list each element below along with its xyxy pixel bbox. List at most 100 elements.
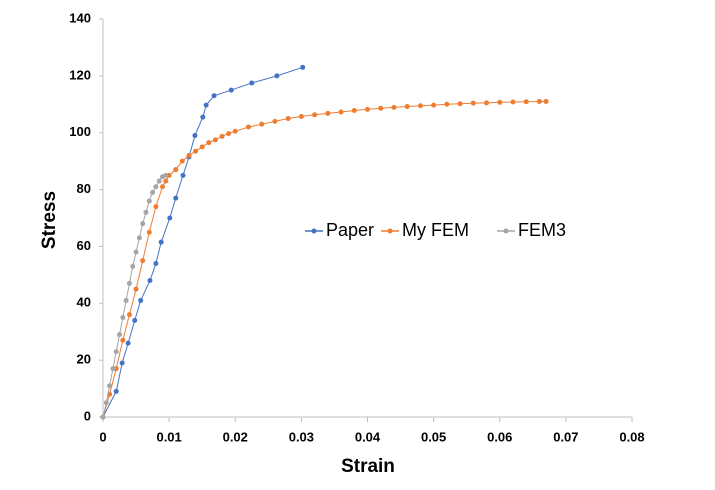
data-point — [249, 80, 255, 86]
legend-marker — [387, 228, 393, 234]
data-point — [143, 209, 149, 215]
data-point — [226, 131, 232, 137]
data-point — [117, 332, 123, 338]
data-point — [119, 360, 125, 366]
data-point — [523, 99, 529, 105]
data-point — [120, 315, 126, 320]
data-point — [153, 204, 159, 210]
legend-label: My FEM — [402, 220, 469, 240]
data-point — [163, 172, 169, 178]
data-point — [206, 140, 212, 146]
y-axis-label: Stress — [39, 191, 60, 249]
data-point — [133, 249, 139, 255]
data-point — [146, 198, 152, 204]
data-point — [199, 144, 205, 150]
y-tick-label: 40 — [77, 295, 91, 310]
data-point — [150, 189, 156, 195]
data-point — [444, 101, 450, 107]
data-point — [484, 100, 490, 106]
data-point — [113, 388, 119, 394]
data-point — [110, 366, 116, 372]
data-point — [259, 121, 265, 127]
data-point — [153, 260, 159, 266]
data-point — [186, 152, 192, 158]
data-point — [103, 400, 109, 406]
data-point — [146, 229, 152, 235]
legend-label: FEM3 — [518, 220, 566, 240]
y-tick-label: 0 — [84, 408, 91, 423]
data-point — [132, 317, 138, 323]
data-point — [126, 280, 132, 286]
data-point — [245, 124, 251, 130]
data-point — [193, 148, 199, 154]
y-tick-label: 60 — [77, 238, 91, 253]
x-tick-label: 0.06 — [487, 429, 512, 444]
y-tick-label: 100 — [69, 124, 91, 139]
data-point — [158, 239, 164, 245]
y-tick-label: 80 — [77, 181, 91, 196]
data-point — [179, 158, 185, 164]
x-axis-label: Strain — [341, 456, 395, 477]
x-tick-label: 0.01 — [156, 429, 181, 444]
x-tick-label: 0.04 — [355, 429, 381, 444]
data-point — [298, 114, 304, 120]
y-tick-label: 120 — [69, 67, 91, 82]
data-point — [470, 100, 476, 106]
data-point — [404, 104, 410, 110]
x-tick-label: 0.07 — [553, 429, 578, 444]
data-point — [125, 340, 131, 346]
data-point — [431, 102, 437, 108]
data-point — [457, 101, 463, 107]
series-line — [102, 100, 547, 418]
x-tick-label: 0.08 — [619, 429, 644, 444]
data-point — [147, 278, 153, 284]
data-point — [123, 297, 129, 303]
data-point — [107, 383, 113, 389]
y-tick-label: 140 — [69, 10, 91, 25]
x-tick-label: 0.05 — [421, 429, 446, 444]
data-point — [138, 297, 144, 303]
data-point — [219, 133, 225, 139]
data-point — [338, 109, 344, 115]
data-point — [173, 167, 179, 173]
data-point — [232, 128, 238, 134]
data-point — [365, 106, 370, 112]
data-point — [120, 337, 126, 343]
data-point — [203, 102, 209, 108]
data-point — [272, 118, 278, 124]
data-point — [497, 99, 503, 105]
y-tick-label: 20 — [77, 352, 91, 367]
data-point — [153, 184, 159, 190]
x-tick-label: 0 — [99, 429, 106, 444]
data-point — [140, 258, 146, 264]
data-point — [200, 114, 206, 120]
data-point — [173, 195, 179, 201]
data-point — [228, 87, 234, 93]
data-point — [417, 103, 423, 109]
data-point — [300, 64, 306, 70]
data-point — [126, 312, 132, 318]
data-point — [212, 137, 218, 143]
data-point — [167, 215, 173, 221]
data-point — [140, 221, 146, 227]
data-point — [312, 112, 318, 118]
data-point — [351, 108, 357, 114]
data-point — [160, 184, 166, 190]
data-point — [325, 110, 331, 116]
data-point — [510, 99, 516, 105]
data-point — [391, 104, 397, 110]
data-point — [100, 414, 106, 420]
data-point — [130, 263, 136, 269]
data-point — [536, 98, 542, 104]
data-point — [136, 235, 142, 241]
legend-label: Paper — [326, 220, 374, 240]
data-point — [543, 98, 549, 104]
data-point — [192, 133, 198, 139]
x-tick-label: 0.03 — [289, 429, 314, 444]
legend-marker — [311, 228, 317, 234]
data-point — [113, 349, 119, 355]
data-point — [274, 73, 280, 79]
data-point — [133, 286, 139, 292]
